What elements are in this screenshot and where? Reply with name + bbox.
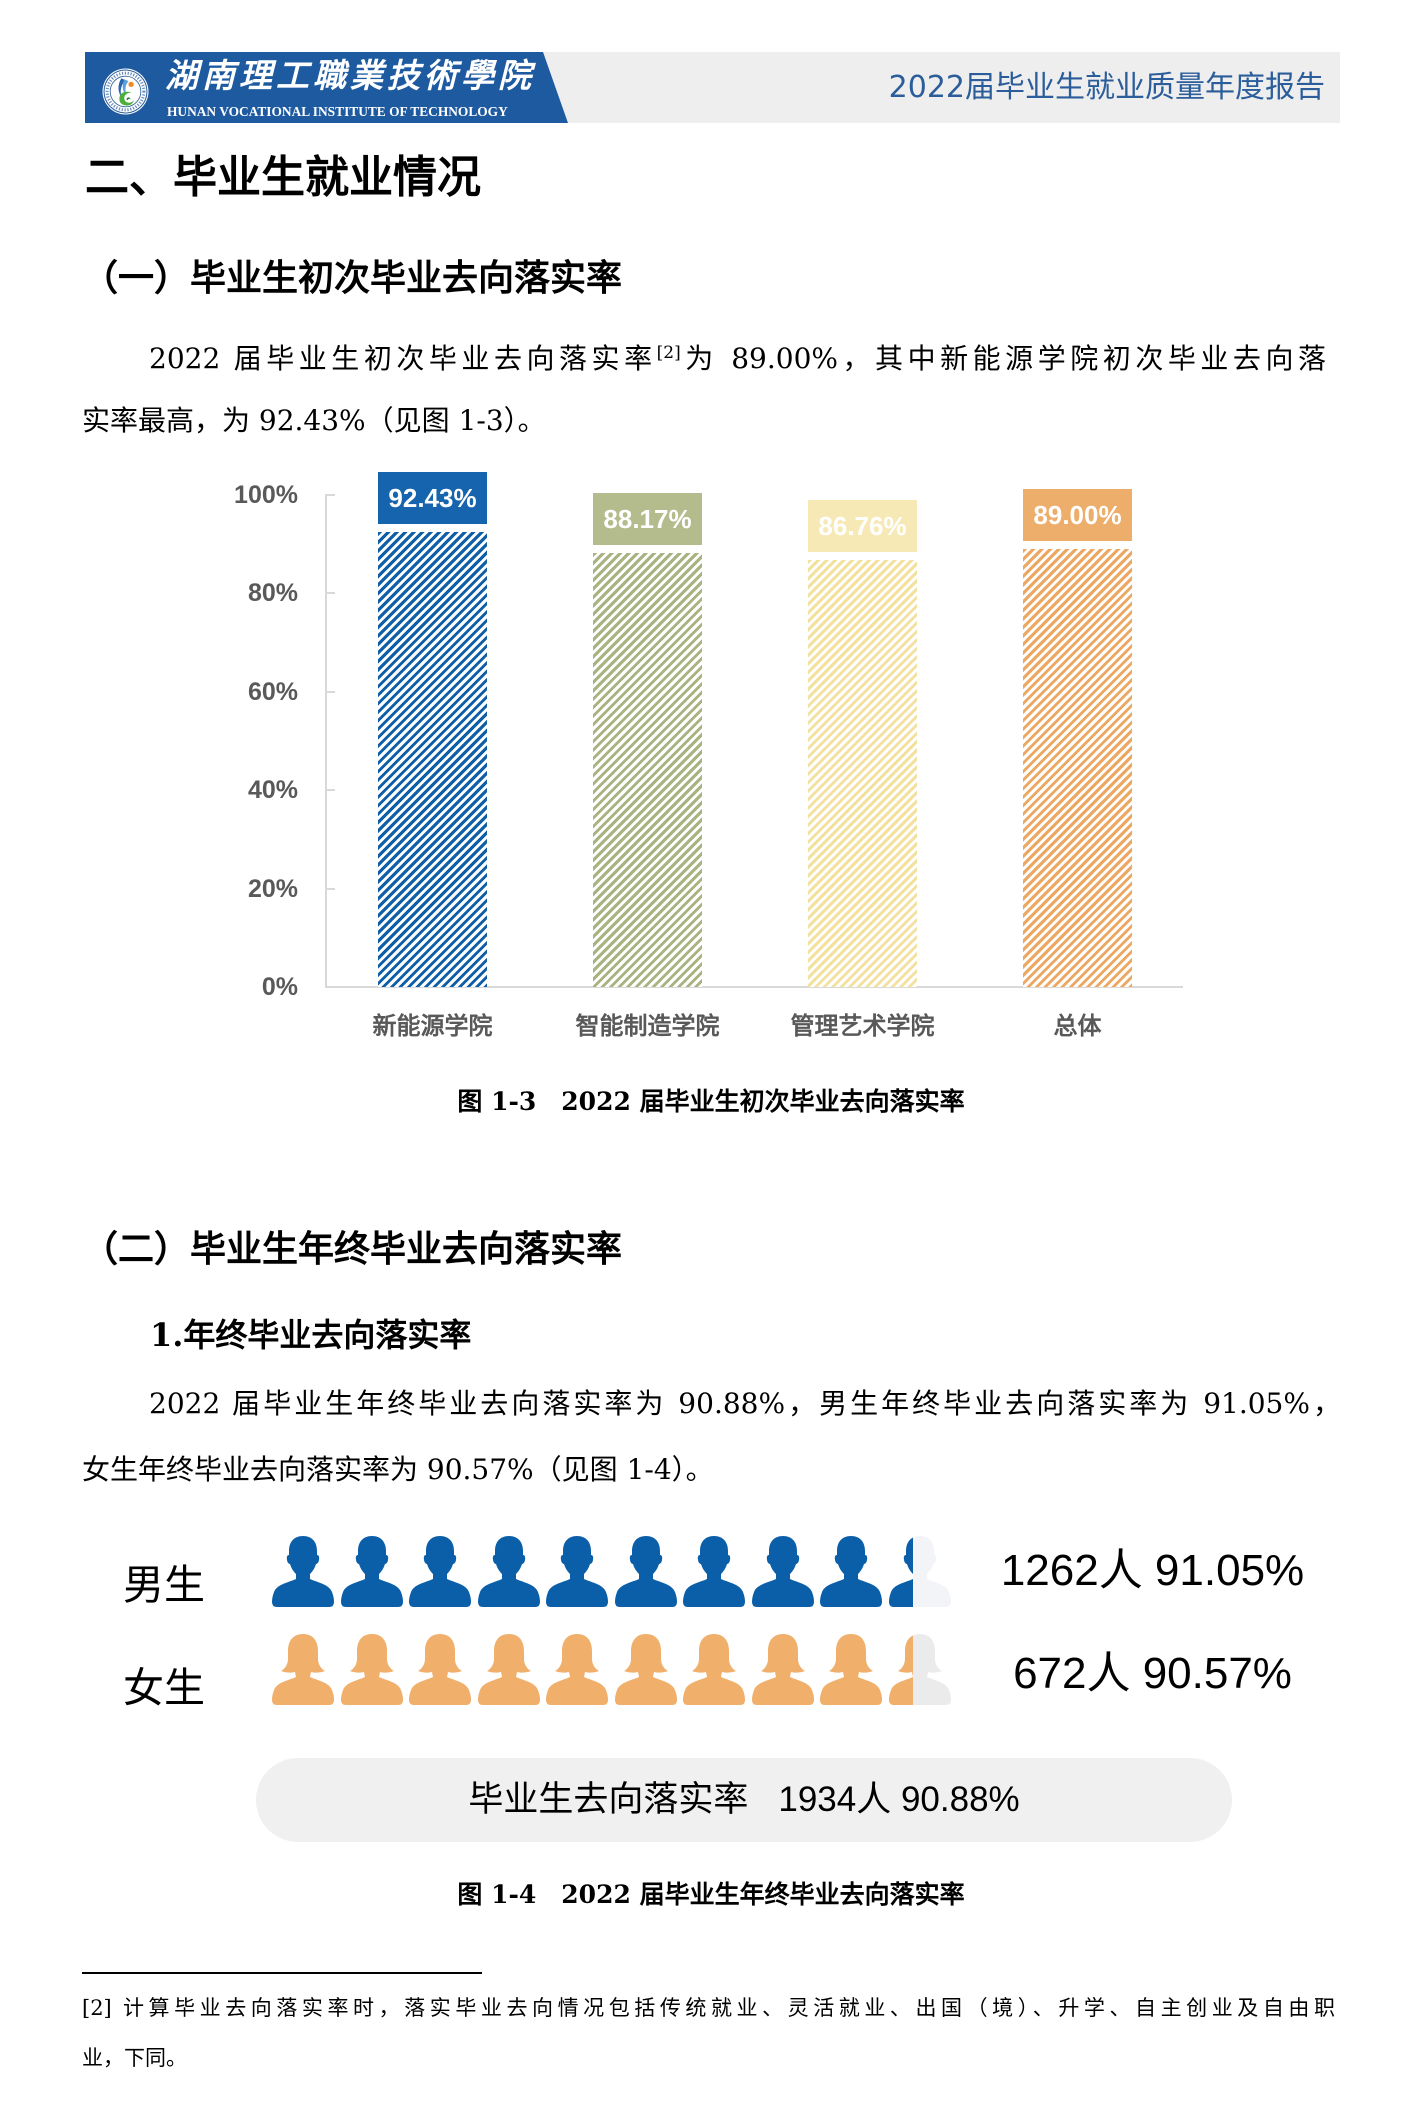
male-person-icon [546, 1536, 608, 1607]
footnote-reference: [2] [656, 343, 681, 363]
male-value: 1262人 91.05% [1000, 1546, 1305, 1595]
bar-group: 86.76% [808, 400, 917, 987]
y-tick-mark [326, 592, 335, 594]
female-label: 女生 [123, 1664, 205, 1712]
x-category-label: 新能源学院 [372, 1013, 493, 1040]
y-tick-mark [326, 789, 335, 791]
bar [808, 559, 917, 987]
y-tick-label: 80% [247, 579, 298, 607]
figure-caption-1-4: 图 1-4 2022 届毕业生年终毕业去向落实率 [457, 1880, 965, 1909]
female-person-icon [546, 1634, 608, 1705]
school-name-en: HUNAN VOCATIONAL INSTITUTE OF TECHNOLOGY [167, 104, 508, 119]
paragraph-1-text: 2022 届毕业生初次毕业去向落实率 [149, 342, 657, 375]
bar-value-label: 86.76% [808, 499, 917, 552]
male-person-icon [614, 1536, 677, 1607]
x-category-label: 总体 [1053, 1013, 1102, 1040]
bar [1023, 548, 1132, 987]
female-person-icon [888, 1634, 951, 1705]
male-person-icon [751, 1536, 814, 1607]
total-rate-pill: 毕业生去向落实率 1934人 90.88% [256, 1758, 1232, 1842]
y-tick-label: 100% [234, 480, 298, 509]
bar-value-label: 89.00% [1023, 488, 1132, 541]
footnote-line-1: [2] 计算毕业去向落实率时，落实毕业去向情况包括传统就业、灵活就业、出国（境）… [82, 1996, 1335, 2020]
y-tick-label: 40% [247, 776, 298, 804]
female-person-icon [272, 1634, 334, 1705]
bar-group: 88.17% [593, 400, 702, 987]
x-axis-line [325, 986, 1183, 988]
y-axis-line [325, 494, 327, 988]
y-tick-mark [326, 887, 335, 890]
section-title: 二、毕业生就业情况 [85, 152, 481, 203]
paragraph-1-line-1: 2022 届毕业生初次毕业去向落实率[2]为 89.00%，其中新能源学院初次毕… [149, 339, 1326, 379]
male-person-icon [888, 1536, 951, 1607]
female-icon-row [272, 1634, 962, 1705]
male-person-icon [409, 1536, 471, 1607]
male-person-icon [820, 1536, 882, 1607]
school-brand-banner: 湖南理工職業技術學院 HUNAN VOCATIONAL INSTITUTE OF… [85, 52, 568, 123]
school-emblem-icon [102, 68, 149, 115]
bar [593, 552, 702, 987]
page-header: 湖南理工職業技術學院 HUNAN VOCATIONAL INSTITUTE OF… [85, 52, 1340, 123]
footnote-line-2: 业，下同。 [82, 2046, 187, 2070]
y-tick-label: 20% [247, 874, 298, 903]
y-tick-label: 60% [247, 677, 298, 706]
y-tick-mark [326, 493, 335, 496]
y-tick-mark [326, 690, 335, 693]
subsection-1-heading: （一）毕业生初次毕业去向落实率 [82, 257, 623, 299]
female-person-icon [340, 1634, 403, 1705]
paragraph-2-line-1: 2022 届毕业生年终毕业去向落实率为 90.88%，男生年终毕业去向落实率为 … [149, 1387, 1341, 1420]
total-rate-label: 毕业生去向落实率 [468, 1780, 749, 1819]
bar-group: 89.00% [1023, 400, 1132, 987]
female-person-icon [614, 1634, 677, 1705]
female-person-icon [409, 1634, 471, 1705]
bar-group: 92.43% [378, 400, 487, 987]
paragraph-2-line-2: 女生年终毕业去向落实率为 90.57%（见图 1-4）。 [82, 1453, 714, 1486]
figure-caption-1-3: 图 1-3 2022 届毕业生初次毕业去向落实率 [457, 1087, 965, 1116]
paragraph-1-text: 为 89.00%，其中新能源学院初次毕业去向落 [680, 342, 1326, 375]
school-name-cn: 湖南理工職業技術學院 [165, 56, 535, 95]
male-person-icon [272, 1536, 334, 1607]
total-rate-value: 1934人 90.88% [778, 1780, 1020, 1819]
bar-value-label: 92.43% [378, 471, 487, 524]
x-category-label: 管理艺术学院 [790, 1013, 935, 1040]
report-title: 2022届毕业生就业质量年度报告 [888, 70, 1325, 105]
male-icon-row [272, 1536, 962, 1607]
male-person-icon [477, 1536, 540, 1607]
female-value: 672人 90.57% [1013, 1649, 1292, 1698]
male-person-icon [683, 1536, 745, 1607]
female-person-icon [477, 1634, 540, 1705]
male-person-icon [340, 1536, 403, 1607]
x-category-label: 智能制造学院 [575, 1013, 720, 1040]
bar [378, 531, 487, 987]
subsection-2-subheading: 1.年终毕业去向落实率 [150, 1316, 472, 1354]
female-person-icon [751, 1634, 814, 1705]
female-person-icon [820, 1634, 882, 1705]
paragraph-1-line-2: 实率最高，为 92.43%（见图 1-3）。 [82, 404, 546, 437]
subsection-2-heading: （二）毕业生年终毕业去向落实率 [82, 1228, 623, 1270]
male-label: 男生 [123, 1561, 205, 1609]
female-person-icon [683, 1634, 745, 1705]
y-tick-label: 0% [261, 973, 298, 1001]
bar-value-label: 88.17% [593, 492, 702, 545]
footnote-separator [82, 1972, 482, 1974]
